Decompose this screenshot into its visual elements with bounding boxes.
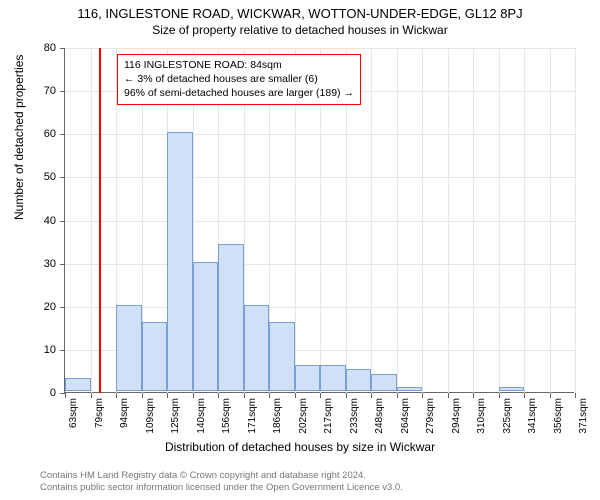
- xtick-label: 109sqm: [145, 398, 156, 434]
- chart-container: 116, INGLESTONE ROAD, WICKWAR, WOTTON-UN…: [0, 0, 600, 500]
- gridline-v: [448, 48, 449, 393]
- xtick-mark: [218, 393, 219, 398]
- ytick-mark: [60, 307, 65, 308]
- xtick-mark: [550, 393, 551, 398]
- xtick-label: 264sqm: [400, 398, 411, 434]
- annotation-line3: 96% of semi-detached houses are larger (…: [124, 86, 354, 100]
- xtick-label: 310sqm: [476, 398, 487, 434]
- gridline-v: [473, 48, 474, 393]
- xtick-mark: [422, 393, 423, 398]
- ytick-label: 10: [0, 344, 56, 356]
- xtick-mark: [65, 393, 66, 398]
- subject-marker-line: [99, 48, 101, 393]
- xtick-label: 356sqm: [553, 398, 564, 434]
- histogram-bar: [116, 305, 142, 391]
- histogram-bar: [397, 387, 423, 391]
- ytick-label: 80: [0, 42, 56, 54]
- histogram-bar: [269, 322, 295, 391]
- gridline-v: [422, 48, 423, 393]
- ytick-mark: [60, 221, 65, 222]
- xtick-mark: [448, 393, 449, 398]
- histogram-bar: [167, 132, 193, 391]
- xtick-label: 279sqm: [425, 398, 436, 434]
- footer-line2: Contains public sector information licen…: [40, 482, 403, 494]
- histogram-bar: [65, 378, 91, 391]
- ytick-label: 70: [0, 85, 56, 97]
- xtick-mark: [371, 393, 372, 398]
- xtick-mark: [320, 393, 321, 398]
- plot-region: 63sqm79sqm94sqm109sqm125sqm140sqm156sqm1…: [64, 48, 574, 393]
- footer-line1: Contains HM Land Registry data © Crown c…: [40, 470, 403, 482]
- histogram-bar: [193, 262, 219, 391]
- ytick-label: 30: [0, 258, 56, 270]
- ytick-mark: [60, 134, 65, 135]
- ytick-label: 0: [0, 387, 56, 399]
- xtick-mark: [167, 393, 168, 398]
- xtick-mark: [346, 393, 347, 398]
- xtick-label: 233sqm: [349, 398, 360, 434]
- xtick-mark: [91, 393, 92, 398]
- histogram-bar: [499, 387, 525, 391]
- ytick-label: 50: [0, 171, 56, 183]
- histogram-bar: [320, 365, 346, 391]
- xtick-mark: [269, 393, 270, 398]
- histogram-bar: [218, 244, 244, 391]
- xtick-label: 248sqm: [374, 398, 385, 434]
- xtick-mark: [499, 393, 500, 398]
- gridline-v: [524, 48, 525, 393]
- ytick-label: 40: [0, 215, 56, 227]
- ytick-mark: [60, 264, 65, 265]
- chart-area: 63sqm79sqm94sqm109sqm125sqm140sqm156sqm1…: [64, 48, 574, 393]
- xtick-label: 171sqm: [247, 398, 258, 434]
- ytick-mark: [60, 177, 65, 178]
- xtick-label: 63sqm: [68, 398, 79, 428]
- xtick-label: 217sqm: [323, 398, 334, 434]
- xtick-mark: [473, 393, 474, 398]
- xtick-label: 186sqm: [272, 398, 283, 434]
- gridline-v: [499, 48, 500, 393]
- xtick-mark: [524, 393, 525, 398]
- gridline-v: [397, 48, 398, 393]
- xtick-label: 202sqm: [298, 398, 309, 434]
- ytick-mark: [60, 48, 65, 49]
- ytick-label: 20: [0, 301, 56, 313]
- gridline-v: [91, 48, 92, 393]
- annotation-box: 116 INGLESTONE ROAD: 84sqm← 3% of detach…: [117, 54, 361, 105]
- gridline-v: [550, 48, 551, 393]
- annotation-line2: ← 3% of detached houses are smaller (6): [124, 72, 354, 86]
- xtick-label: 371sqm: [578, 398, 589, 434]
- x-axis-label: Distribution of detached houses by size …: [0, 440, 600, 454]
- xtick-label: 156sqm: [221, 398, 232, 434]
- histogram-bar: [346, 369, 372, 391]
- title-main: 116, INGLESTONE ROAD, WICKWAR, WOTTON-UN…: [0, 0, 600, 21]
- xtick-label: 341sqm: [527, 398, 538, 434]
- xtick-mark: [575, 393, 576, 398]
- ytick-mark: [60, 350, 65, 351]
- xtick-label: 325sqm: [502, 398, 513, 434]
- histogram-bar: [244, 305, 270, 391]
- histogram-bar: [371, 374, 397, 391]
- histogram-bar: [142, 322, 168, 391]
- xtick-label: 125sqm: [170, 398, 181, 434]
- histogram-bar: [295, 365, 321, 391]
- xtick-label: 140sqm: [196, 398, 207, 434]
- xtick-label: 94sqm: [119, 398, 130, 428]
- gridline-v: [575, 48, 576, 393]
- xtick-label: 294sqm: [451, 398, 462, 434]
- xtick-mark: [193, 393, 194, 398]
- xtick-mark: [295, 393, 296, 398]
- ytick-mark: [60, 91, 65, 92]
- gridline-v: [371, 48, 372, 393]
- footer-attribution: Contains HM Land Registry data © Crown c…: [40, 470, 403, 494]
- xtick-label: 79sqm: [94, 398, 105, 428]
- xtick-mark: [116, 393, 117, 398]
- xtick-mark: [142, 393, 143, 398]
- xtick-mark: [397, 393, 398, 398]
- title-sub: Size of property relative to detached ho…: [0, 21, 600, 37]
- xtick-mark: [244, 393, 245, 398]
- annotation-line1: 116 INGLESTONE ROAD: 84sqm: [124, 58, 354, 72]
- ytick-label: 60: [0, 128, 56, 140]
